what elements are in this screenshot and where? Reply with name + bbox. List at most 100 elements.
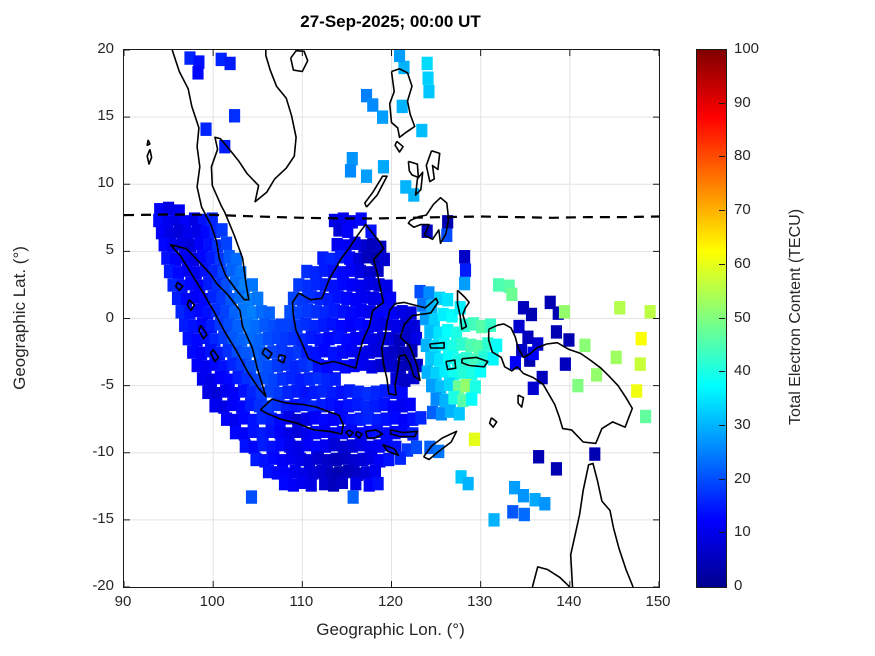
tec-tile [187, 319, 200, 334]
tec-tile [173, 224, 185, 238]
tec-tile [363, 345, 375, 359]
tec-tile [285, 346, 297, 361]
tec-tile [349, 236, 361, 251]
tec-tile [312, 451, 324, 465]
tec-tile [517, 301, 530, 315]
tec-tile [188, 212, 201, 226]
tec-tile [426, 299, 438, 314]
tec-tile [457, 365, 469, 379]
tec-tile [311, 440, 323, 455]
tec-tile [232, 319, 244, 334]
tec-tile [363, 266, 375, 280]
tec-tile [238, 279, 250, 293]
tec-tile [241, 317, 253, 331]
tec-tile [355, 279, 367, 293]
tec-tile [310, 425, 322, 440]
tec-tile [321, 373, 333, 387]
tec-tile [311, 276, 323, 291]
tec-tile [240, 346, 252, 361]
tec-tile [508, 480, 521, 495]
tec-tile [441, 228, 453, 242]
tec-tile [336, 266, 349, 280]
coastline-path [445, 359, 457, 371]
tec-tile [407, 412, 419, 426]
tec-tile [360, 169, 373, 183]
tec-tile [334, 400, 346, 414]
coastline-path [169, 243, 267, 398]
tec-tile [287, 478, 299, 492]
tec-tile [358, 239, 370, 253]
tec-tile [448, 390, 460, 405]
tec-tile [360, 400, 373, 414]
tec-tile [451, 326, 463, 340]
x-axis-label: Geographic Lon. (°) [316, 620, 465, 639]
tec-tile [391, 319, 403, 334]
tec-tile [171, 291, 184, 306]
tec-tile [635, 331, 647, 346]
tec-tile [319, 413, 331, 428]
magnetic-equator-line [124, 213, 659, 220]
tec-tile [203, 237, 215, 252]
tec-tile [350, 331, 362, 346]
tec-tile [265, 424, 277, 438]
tec-tile [235, 266, 247, 280]
tec-tile [437, 307, 449, 322]
tec-tile [196, 372, 209, 386]
tec-tile [245, 397, 257, 412]
x-tick-label: 100 [199, 593, 225, 610]
tec-tile [610, 350, 622, 365]
tec-tile [208, 264, 220, 279]
tec-tile [355, 303, 367, 318]
tec-tile [400, 318, 412, 332]
tec-tile [343, 464, 355, 479]
tec-tile [525, 307, 538, 322]
tec-tile [307, 466, 319, 480]
tec-tile [187, 252, 200, 267]
tec-tile [303, 454, 316, 468]
tec-tile [389, 411, 401, 425]
tec-tile [357, 452, 369, 467]
tec-tile [289, 399, 301, 413]
colorbar-tick-label: 40 [734, 362, 751, 380]
tec-tile [200, 360, 212, 374]
tec-tile [246, 306, 258, 320]
tec-tile [312, 370, 324, 385]
tec-tile [589, 447, 601, 461]
tec-tile [192, 66, 204, 80]
y-tick-label: -15 [92, 509, 114, 527]
tec-tile [357, 357, 369, 371]
tec-tile [475, 364, 487, 378]
tec-tile [203, 276, 215, 291]
tec-tile [284, 439, 296, 453]
tec-tile [469, 380, 481, 394]
tec-tile [362, 319, 374, 334]
tec-tile [354, 412, 366, 426]
tec-tile [310, 266, 322, 280]
colorbar-tick-label: 30 [734, 415, 751, 433]
tec-tile [345, 263, 357, 277]
tec-tile [245, 330, 257, 345]
tec-tile [268, 373, 280, 387]
tec-tile [207, 290, 219, 304]
tec-tile [200, 330, 212, 345]
colorbar-tick-mark [719, 424, 725, 426]
tec-tile [323, 292, 335, 307]
tec-tile [360, 466, 373, 480]
y-tick-label: 10 [97, 174, 114, 192]
tec-tile [456, 337, 468, 351]
coastline-path [198, 324, 208, 340]
tec-tile [283, 427, 295, 441]
tec-tile [179, 250, 191, 264]
tec-tile [363, 425, 375, 440]
tec-tile [173, 204, 185, 218]
tec-tile [344, 251, 356, 265]
coastline-path [569, 462, 634, 587]
tec-tile [346, 215, 358, 229]
tec-tile [430, 392, 442, 406]
tec-tile [488, 513, 500, 527]
tec-tile [280, 467, 292, 481]
tec-tile [196, 317, 209, 331]
tec-tile [163, 201, 175, 216]
tec-tile [176, 236, 188, 251]
